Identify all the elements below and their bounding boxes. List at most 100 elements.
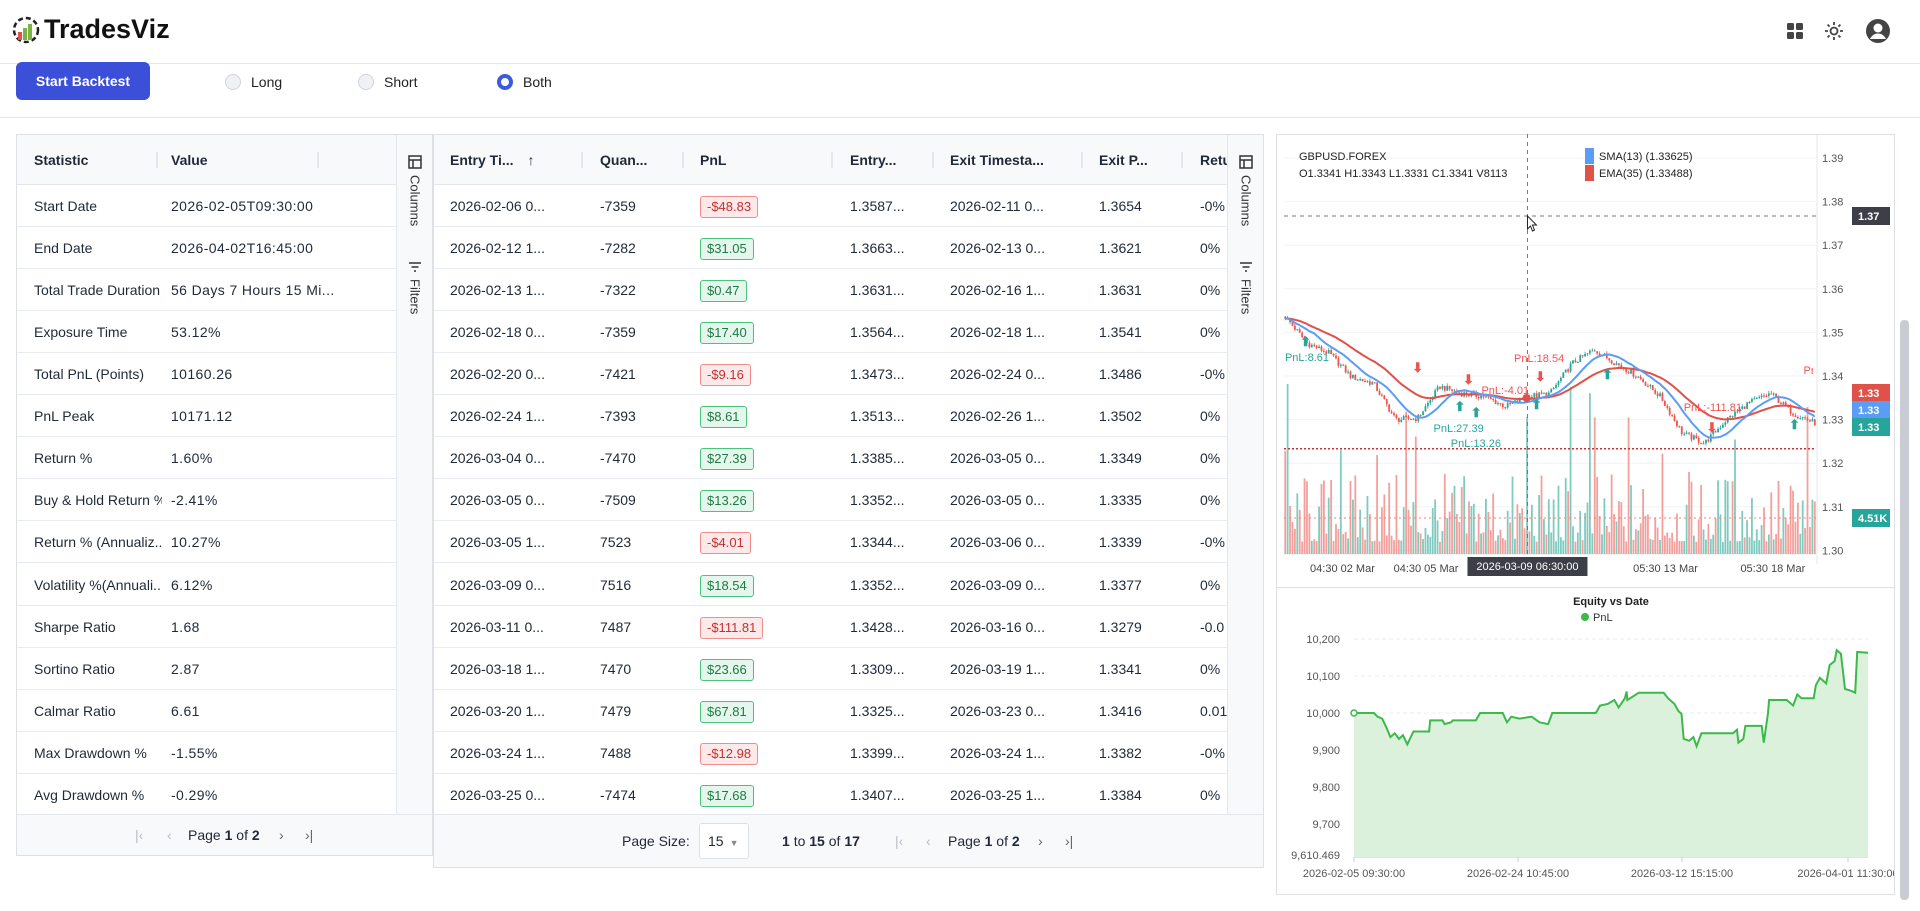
column-resizer[interactable] — [156, 152, 158, 168]
next-page-icon[interactable]: › — [1038, 833, 1043, 849]
volume-bar — [1424, 527, 1427, 554]
entry-timestamp-cell: 2026-03-18 1... — [450, 660, 545, 677]
table-row[interactable]: 2026-03-05 1... 7523 -$4.01 1.3344... 2026-0… — [434, 521, 1227, 564]
table-row[interactable]: End Date 2026-04-02T16:45:00 — [17, 227, 396, 270]
direction-radio-both[interactable]: Both — [497, 74, 552, 90]
apps-grid-icon[interactable] — [1782, 18, 1808, 44]
column-resizer[interactable] — [682, 152, 684, 168]
table-row[interactable]: 2026-02-13 1... -7322 $0.47 1.3631... 2026-0… — [434, 269, 1227, 312]
table-row[interactable]: 2026-02-18 0... -7359 $17.40 1.3564... 2026-… — [434, 311, 1227, 354]
volume-bar — [1555, 541, 1557, 554]
volume-bar — [1530, 504, 1533, 554]
columns-tool-button[interactable]: Columns — [397, 155, 433, 226]
table-row[interactable]: Return % (Annualiz... 10.27% — [17, 521, 396, 564]
symbol-label: GBPUSD.FOREX — [1299, 151, 1387, 163]
table-row[interactable]: 2026-03-24 1... 7488 -$12.98 1.3399... 2026-… — [434, 732, 1227, 774]
table-row[interactable]: Return % 1.60% — [17, 437, 396, 480]
equity-line[interactable] — [1354, 648, 1869, 750]
table-row[interactable]: PnL Peak 10171.12 — [17, 395, 396, 438]
candle — [1767, 393, 1770, 396]
sort-ascending-icon[interactable]: ↑ — [527, 152, 535, 168]
candle — [1315, 345, 1318, 349]
statistic-value: -1.55% — [171, 744, 218, 761]
column-resizer[interactable] — [932, 152, 934, 168]
theme-sun-icon[interactable] — [1821, 18, 1847, 44]
previous-page-icon[interactable]: ‹ — [167, 827, 172, 843]
column-header[interactable]: Value — [171, 152, 208, 168]
table-row[interactable]: Avg Drawdown % -0.29% — [17, 774, 396, 816]
column-header[interactable]: Exit P... — [1099, 135, 1148, 185]
next-page-icon[interactable]: › — [279, 827, 284, 843]
column-header[interactable]: Statistic — [34, 152, 89, 168]
page-size-select[interactable]: 15 ▼ — [699, 823, 749, 859]
volume-bar — [1385, 535, 1388, 554]
table-row[interactable]: Buy & Hold Return % -2.41% — [17, 479, 396, 522]
column-resizer[interactable] — [1181, 152, 1183, 168]
volume-bar — [1378, 541, 1381, 554]
table-row[interactable]: 2026-03-04 0... -7470 $27.39 1.3385... 2026-… — [434, 437, 1227, 480]
table-row[interactable]: 2026-03-09 0... 7516 $18.54 1.3352... 2026-0… — [434, 564, 1227, 606]
trade-pnl-marker: PnL:8.61 — [1284, 352, 1329, 364]
column-header[interactable]: Entry Ti... ↑ — [450, 135, 535, 185]
filters-tool-button[interactable]: Filters — [397, 261, 433, 314]
table-row[interactable]: Total Trade Duration 56 Days 7 Hours 15 M… — [17, 269, 396, 312]
first-page-icon[interactable]: |‹ — [135, 827, 144, 843]
user-avatar-icon[interactable] — [1865, 18, 1891, 44]
column-header[interactable]: PnL — [700, 135, 726, 185]
last-page-icon[interactable]: ›| — [1065, 833, 1074, 849]
table-row[interactable]: 2026-02-06 0... -7359 -$48.83 1.3587... 2026… — [434, 185, 1227, 227]
table-row[interactable]: 2026-02-24 1... -7393 $8.61 1.3513... 2026-0… — [434, 395, 1227, 438]
page-size-label: Page Size: — [622, 833, 690, 849]
table-row[interactable]: 2026-03-05 0... -7509 $13.26 1.3352... 2026-… — [434, 479, 1227, 522]
page-scrollbar[interactable] — [1900, 320, 1909, 900]
column-header[interactable]: Retu — [1200, 135, 1230, 185]
table-row[interactable]: 2026-03-25 0... -7474 $17.68 1.3407... 2026-… — [434, 774, 1227, 816]
price-candlestick-chart[interactable]: 1.39 1.38 1.37 1.36 1.35 1.34 1.33 1.32 1.31 1.30… — [1276, 134, 1894, 587]
previous-page-icon[interactable]: ‹ — [926, 833, 931, 849]
table-row[interactable]: Calmar Ratio 6.61 — [17, 690, 396, 732]
column-header[interactable]: Entry... — [850, 135, 896, 185]
filters-tool-button[interactable]: Filters — [1228, 261, 1264, 314]
table-row[interactable]: 2026-02-20 0... -7421 -$9.16 1.3473... 2026-… — [434, 353, 1227, 396]
column-resizer[interactable] — [581, 152, 583, 168]
table-row[interactable]: Sortino Ratio 2.87 — [17, 648, 396, 690]
legend-marker[interactable] — [1581, 613, 1589, 621]
direction-radio-long[interactable]: Long — [225, 74, 282, 90]
columns-tool-button[interactable]: Columns — [1228, 155, 1264, 226]
last-page-icon[interactable]: ›| — [305, 827, 314, 843]
mouse-cursor-icon — [1526, 214, 1538, 232]
radio-circle[interactable] — [225, 74, 241, 90]
candle — [1407, 416, 1410, 419]
direction-radio-short[interactable]: Short — [358, 74, 417, 90]
entry-timestamp-cell: 2026-03-20 1... — [450, 702, 545, 719]
table-row[interactable]: 2026-03-11 0... 7487 -$111.81 1.3428... 2026… — [434, 606, 1227, 648]
column-resizer[interactable] — [317, 152, 319, 168]
table-row[interactable]: Start Date 2026-02-05T09:30:00 — [17, 185, 396, 227]
start-backtest-button[interactable]: Start Backtest — [16, 62, 150, 100]
volume-bar — [1463, 476, 1466, 554]
equity-chart[interactable]: Equity vs Date PnL 10,200 10,100 10,000 9,900… — [1276, 590, 1894, 895]
chart-title: Equity vs Date — [1573, 596, 1649, 608]
legend-label[interactable]: PnL — [1593, 612, 1613, 624]
radio-circle[interactable] — [358, 74, 374, 90]
table-row[interactable]: 2026-03-20 1... 7479 $67.81 1.3325... 2026-0… — [434, 690, 1227, 732]
table-row[interactable]: Total PnL (Points) 10160.26 — [17, 353, 396, 396]
first-page-icon[interactable]: |‹ — [895, 833, 904, 849]
radio-circle[interactable] — [497, 74, 513, 90]
table-row[interactable]: Max Drawdown % -1.55% — [17, 732, 396, 774]
volume-bar — [1712, 534, 1715, 554]
table-row[interactable]: 2026-02-12 1... -7282 $31.05 1.3663... 2026-… — [434, 227, 1227, 270]
table-row[interactable]: Exposure Time 53.12% — [17, 311, 396, 354]
column-header[interactable]: Exit Timesta... — [950, 135, 1044, 185]
table-row[interactable]: 2026-03-18 1... 7470 $23.66 1.3309... 2026-0… — [434, 648, 1227, 690]
table-row[interactable]: Volatility %(Annuali... 6.12% — [17, 564, 396, 606]
brand-logo[interactable]: TradesViz — [12, 14, 170, 45]
column-resizer[interactable] — [831, 152, 833, 168]
column-header[interactable]: Quan... — [600, 135, 647, 185]
exit-price-cell: 1.3335 — [1099, 492, 1142, 509]
candle — [1796, 416, 1799, 419]
equity-point[interactable] — [1350, 709, 1358, 717]
table-row[interactable]: Sharpe Ratio 1.68 — [17, 606, 396, 648]
candle — [1349, 371, 1352, 379]
column-resizer[interactable] — [1081, 152, 1083, 168]
